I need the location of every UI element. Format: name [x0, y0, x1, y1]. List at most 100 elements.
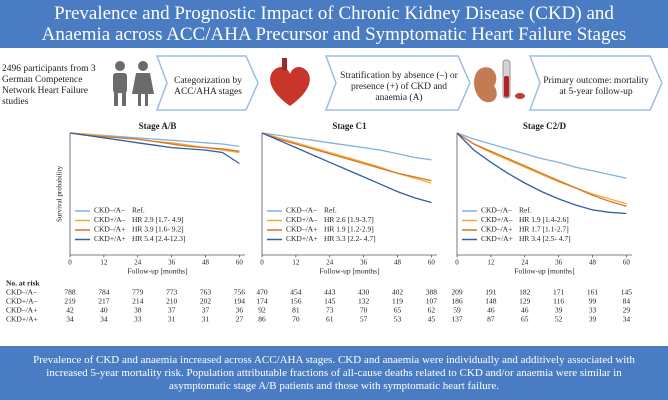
legend-hr: HR 1.9 [1.2-2.9] — [324, 225, 374, 234]
legend-name: CKD+/A+ — [481, 234, 513, 243]
at-risk-count: 73 — [326, 306, 334, 315]
at-risk-count: 388 — [426, 288, 438, 297]
legend-name: CKD+/A+ — [286, 234, 318, 243]
at-risk-count: 107 — [426, 297, 438, 306]
x-tick-label: 12 — [292, 259, 300, 267]
at-risk-count: 45 — [428, 315, 436, 324]
at-risk-count: 39 — [555, 306, 563, 315]
at-risk-count: 31 — [202, 315, 210, 324]
at-risk-count: 788 — [64, 288, 76, 297]
at-risk-count: 37 — [168, 306, 176, 315]
x-tick-label: 12 — [100, 259, 108, 267]
at-risk-count: 219 — [64, 297, 76, 306]
at-risk-count: 209 — [451, 288, 463, 297]
kidney-icon — [474, 67, 497, 103]
x-tick-label: 0 — [260, 259, 264, 267]
legend-name: CKD+/A+ — [94, 234, 126, 243]
legend-hr: HR 1.7 [1.1-2.7] — [519, 225, 569, 234]
at-risk-count: 470 — [256, 288, 268, 297]
legend-name: CKD+/A– — [286, 215, 318, 224]
at-risk-count: 402 — [392, 288, 404, 297]
x-tick-label: 0 — [455, 259, 459, 267]
legend-hr: Ref. — [519, 206, 532, 215]
legend-hr: HR 1.9 [1.4-2.6] — [519, 215, 569, 224]
at-risk-count: 214 — [132, 297, 144, 306]
at-risk-count: 61 — [326, 315, 334, 324]
at-risk-count: 194 — [234, 297, 246, 306]
risk-row-label: CKD+/A+ — [6, 315, 38, 324]
at-risk-count: 202 — [200, 297, 212, 306]
flow-step: Stratification by absence (–) or presenc… — [340, 70, 458, 103]
at-risk-count: 87 — [487, 315, 495, 324]
legend-hr: HR 3.4 [2.5- 4.7] — [519, 234, 571, 243]
at-risk-count: 116 — [553, 297, 564, 306]
at-risk-count: 37 — [202, 306, 210, 315]
legend-hr: Ref. — [132, 206, 145, 215]
km-charts: No. at riskCKD–/A–CKD+/A–CKD–/A+CKD+/A+S… — [6, 121, 633, 324]
chevron — [324, 55, 471, 111]
y-axis-label: Survival probability — [56, 165, 64, 222]
x-tick-label: 24 — [521, 259, 529, 267]
at-risk-count: 137 — [451, 315, 463, 324]
at-risk-count: 784 — [98, 288, 110, 297]
at-risk-count: 174 — [256, 297, 268, 306]
at-risk-count: 36 — [236, 306, 244, 315]
x-tick-label: 12 — [487, 259, 495, 267]
at-risk-count: 65 — [521, 315, 529, 324]
x-tick-label: 60 — [428, 259, 436, 267]
survival-curve — [456, 132, 627, 207]
risk-row-label: CKD–/A– — [6, 288, 37, 297]
survival-curve — [69, 132, 240, 152]
at-risk-count: 70 — [360, 306, 368, 315]
at-risk-count: 92 — [258, 306, 266, 315]
at-risk-count: 145 — [621, 288, 633, 297]
at-risk-count: 763 — [200, 288, 212, 297]
at-risk-count: 46 — [521, 306, 529, 315]
x-tick-label: 48 — [589, 259, 597, 267]
flow-step: Primary outcome: mortality at 5-year fol… — [543, 76, 649, 97]
at-risk-count: 132 — [358, 297, 370, 306]
at-risk-count: 756 — [234, 288, 246, 297]
risk-row-label: CKD–/A+ — [6, 306, 37, 315]
at-risk-count: 38 — [134, 306, 142, 315]
at-risk-count: 34 — [66, 315, 74, 324]
at-risk-count: 99 — [589, 297, 597, 306]
tube-icon — [504, 76, 509, 97]
x-tick-label: 24 — [326, 259, 334, 267]
at-risk-count: 171 — [553, 288, 565, 297]
at-risk-count: 53 — [394, 315, 402, 324]
legend-name: CKD–/A+ — [94, 225, 125, 234]
at-risk-count: 34 — [623, 315, 631, 324]
at-risk-count: 29 — [623, 306, 631, 315]
risk-table-title: No. at risk — [6, 279, 40, 288]
heart-icon — [282, 58, 287, 70]
x-tick-label: 24 — [134, 259, 142, 267]
at-risk-count: 191 — [485, 288, 497, 297]
x-axis-label: Follow-up [months] — [514, 267, 574, 276]
flow-graphics — [113, 55, 663, 111]
chart-title: Stage A/B — [139, 121, 177, 131]
legend-hr: HR 2.6 [1.9-3.7] — [324, 215, 374, 224]
survival-curve — [456, 132, 627, 205]
conclusion: Prevalence of CKD and anaemia increased … — [0, 346, 668, 400]
x-tick-label: 0 — [68, 259, 72, 267]
x-tick-label: 48 — [202, 259, 210, 267]
at-risk-count: 210 — [166, 297, 178, 306]
x-tick-label: 60 — [623, 259, 631, 267]
chevron — [528, 55, 663, 111]
at-risk-count: 156 — [290, 297, 302, 306]
heart-icon — [270, 67, 310, 106]
x-tick-label: 48 — [394, 259, 402, 267]
at-risk-count: 57 — [360, 315, 368, 324]
title: Prevalence and Prognostic Impact of Chro… — [0, 0, 668, 48]
at-risk-count: 773 — [166, 288, 178, 297]
survival-curve — [261, 132, 432, 161]
at-risk-count: 129 — [519, 297, 531, 306]
at-risk-count: 148 — [485, 297, 497, 306]
survival-curve — [456, 132, 627, 215]
at-risk-count: 40 — [100, 306, 108, 315]
survival-curve — [456, 132, 627, 179]
legend-name: CKD+/A– — [481, 215, 513, 224]
at-risk-count: 42 — [66, 306, 74, 315]
